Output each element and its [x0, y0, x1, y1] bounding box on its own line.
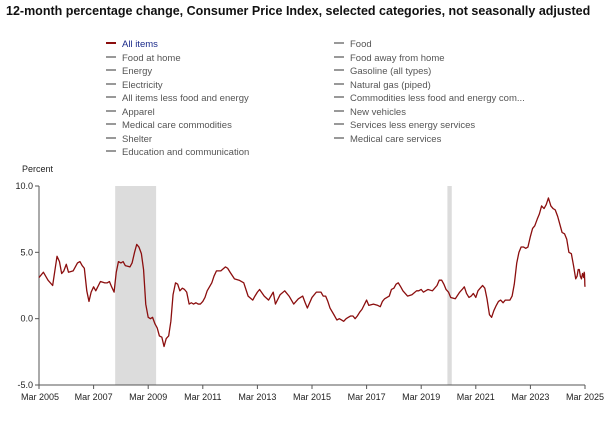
x-tick-label: Mar 2023: [511, 392, 549, 402]
legend-item[interactable]: Food: [334, 38, 372, 51]
legend-item[interactable]: Shelter: [106, 133, 152, 146]
legend-label: Medical care services: [350, 133, 442, 145]
legend-label: Electricity: [122, 79, 163, 91]
legend-item[interactable]: All items: [106, 38, 158, 51]
legend-swatch: [106, 96, 116, 99]
legend-swatch: [334, 82, 344, 85]
legend-swatch: [106, 55, 116, 58]
legend-label: Shelter: [122, 133, 153, 145]
legend-label: Food at home: [122, 52, 181, 64]
legend-swatch: [106, 136, 116, 139]
x-tick-label: Mar 2011: [184, 392, 221, 402]
y-axis-title: Percent: [22, 164, 54, 174]
legend-swatch: [106, 109, 116, 112]
legend-label: Energy: [122, 66, 153, 77]
y-tick-label: 0.0: [20, 314, 33, 324]
series-layer: [38, 197, 586, 348]
recession-band: [115, 186, 157, 385]
x-tick-label: Mar 2019: [402, 392, 440, 402]
legend-swatch: [106, 123, 116, 126]
legend-label: Natural gas (piped): [350, 79, 431, 91]
y-tick-label: 5.0: [20, 247, 33, 257]
legend-swatch: [106, 82, 116, 85]
legend-label: All items less food and energy: [122, 93, 249, 104]
y-tick-label: -5.0: [17, 380, 33, 390]
x-tick-label: Mar 2013: [238, 392, 276, 402]
legend-item[interactable]: Food away from home: [334, 52, 445, 65]
legend-swatch: [334, 96, 344, 99]
x-tick-label: Mar 2025: [566, 392, 604, 402]
x-tick-label: Mar 2015: [293, 392, 331, 402]
legend-swatch: [334, 42, 344, 45]
legend-item[interactable]: Electricity: [106, 79, 163, 92]
x-tick-label: Mar 2021: [457, 392, 495, 402]
legend-swatch: [106, 150, 116, 153]
legend-item[interactable]: Natural gas (piped): [334, 79, 431, 92]
legend-swatch: [334, 109, 344, 112]
legend-label: Gasoline (all types): [350, 66, 432, 77]
legend-label: Services less energy services: [350, 120, 476, 131]
legend-item[interactable]: Commodities less food and energy com...: [334, 92, 525, 105]
legend-item[interactable]: Medical care commodities: [106, 119, 232, 132]
legend-item[interactable]: All items less food and energy: [106, 92, 249, 105]
legend-item[interactable]: Education and communication: [106, 146, 249, 159]
x-tick-label: Mar 2009: [129, 392, 167, 402]
legend-label: Food away from home: [350, 52, 445, 64]
legend-label: Food: [350, 39, 372, 50]
recession-band: [447, 186, 452, 385]
legend-swatch: [106, 42, 116, 45]
legend-label: Commodities less food and energy com...: [350, 93, 525, 104]
legend-swatch: [106, 69, 116, 72]
legend-item[interactable]: Medical care services: [334, 133, 441, 146]
legend-item[interactable]: New vehicles: [334, 106, 406, 119]
legend-item[interactable]: Energy: [106, 65, 152, 78]
legend-swatch: [334, 69, 344, 72]
legend-swatch: [334, 136, 344, 139]
recession-shading: [115, 186, 452, 385]
legend-item[interactable]: Food at home: [106, 52, 181, 65]
axes: 10.0 5.0 0.0 -5.0 Mar 2005 Mar 2007 Mar 2009 Ma…: [15, 181, 604, 402]
legend-label: New vehicles: [350, 106, 406, 118]
x-tick-label: Mar 2017: [348, 392, 386, 402]
legend-item[interactable]: Gasoline (all types): [334, 65, 431, 78]
legend-label: Apparel: [122, 106, 155, 118]
x-tick-label: Mar 2005: [21, 392, 59, 402]
legend-item[interactable]: Apparel: [106, 106, 155, 119]
legend-label: Medical care commodities: [122, 120, 232, 131]
legend-swatch: [334, 123, 344, 126]
legend-swatch: [334, 55, 344, 58]
x-tick-label: Mar 2007: [75, 392, 113, 402]
y-tick-label: 10.0: [15, 181, 33, 191]
legend-label: Education and communication: [122, 147, 250, 158]
legend-label: All items: [122, 39, 158, 50]
chart-title: 12-month percentage change, Consumer Pri…: [6, 4, 591, 18]
series-line-all-items[interactable]: [38, 197, 586, 348]
legend-item[interactable]: Services less energy services: [334, 119, 475, 132]
